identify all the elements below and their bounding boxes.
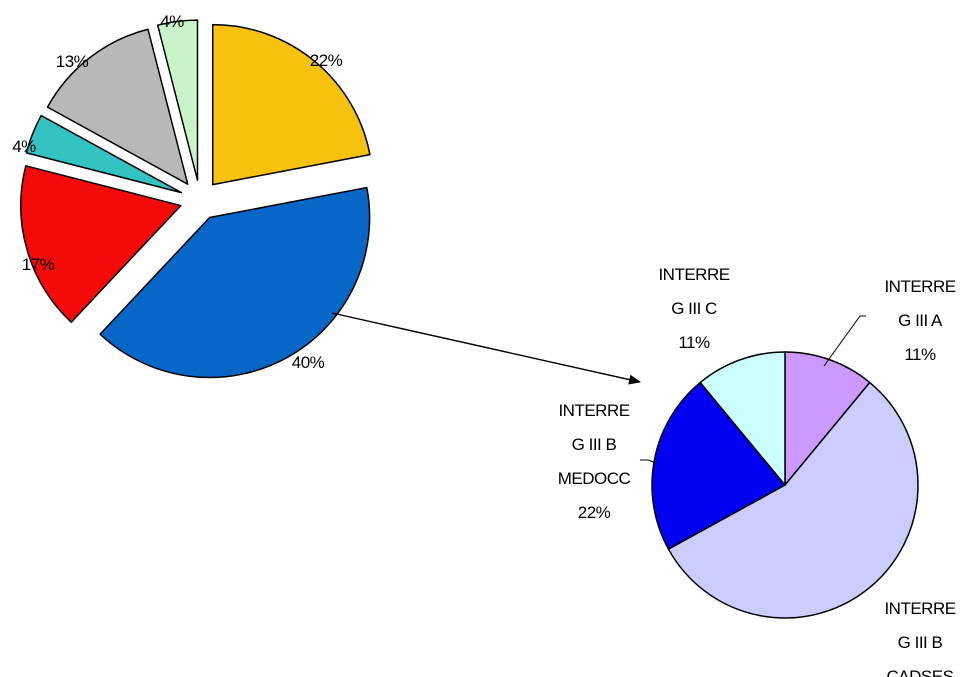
detail-label-1-value: 11% (904, 345, 936, 364)
detail-pie-slice-2 (667, 381, 919, 619)
detail-label-2-line-3: CADSES (887, 667, 954, 677)
detail-label-4-value: 11% (678, 333, 710, 352)
main-pie-label-5: 13% (56, 52, 89, 71)
detail-pie-slice-1 (784, 351, 871, 486)
leader-line-g-iii-a (823, 315, 866, 367)
main-pie-label-6: 4% (160, 12, 184, 31)
detail-pie-slice-3 (651, 381, 786, 550)
main-pie-slice-3 (20, 165, 182, 323)
detail-label-3-value: 22% (578, 503, 611, 522)
main-pie-label-4: 4% (12, 137, 36, 156)
leader-lines (640, 315, 866, 464)
detail-pie (651, 351, 919, 619)
main-pie (20, 19, 371, 379)
main-pie-slice-2 (99, 186, 371, 379)
main-pie-label-1: 22% (310, 51, 343, 70)
labels: 22% 40% 17% 4% 13% 4% INTERRE G III A 11% INTERRE… (12, 12, 956, 677)
main-pie-slice-1 (211, 23, 371, 186)
detail-label-2-line-2: G III B (898, 633, 943, 652)
main-pie-slice-6 (156, 19, 199, 181)
detail-label-2-line-1: INTERRE (884, 599, 955, 618)
detail-label-1-line-1: INTERRE (884, 277, 955, 296)
detail-label-3-line-3: MEDOCC (558, 469, 631, 488)
main-pie-slice-5 (46, 28, 189, 185)
detail-label-4-line-2: G III C (671, 299, 717, 318)
main-pie-slice-4 (25, 114, 183, 194)
detail-pie-slice-4 (699, 351, 786, 486)
detail-label-3-line-1: INTERRE (558, 401, 629, 420)
main-pie-label-3: 17% (22, 255, 55, 274)
detail-label-3-line-2: G III B (572, 435, 617, 454)
connector-arrow (331, 312, 641, 385)
main-pie-label-2: 40% (292, 353, 325, 372)
detail-label-1-line-2: G III A (898, 311, 943, 330)
leader-line-medocc (640, 459, 657, 464)
detail-label-4-line-1: INTERRE (658, 265, 729, 284)
